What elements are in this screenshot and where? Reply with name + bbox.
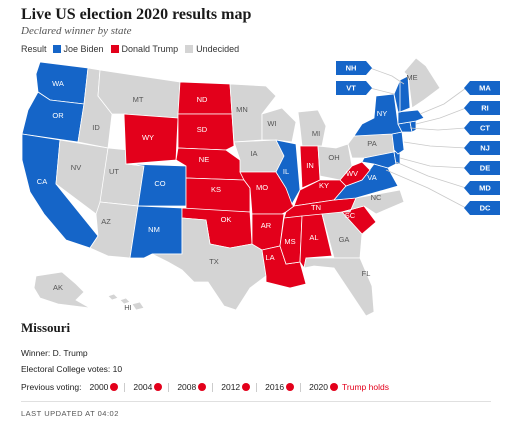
small-state-boxes: NH VT MA RI CT NJ DE MD DC <box>336 61 500 215</box>
ec-value: 10 <box>112 364 123 374</box>
legend-text-undecided: Undecided <box>196 44 240 54</box>
state-fl[interactable] <box>303 257 375 317</box>
state-hi[interactable] <box>107 293 145 311</box>
legend-text-biden: Joe Biden <box>63 44 104 54</box>
box-label-ct: CT <box>480 123 490 132</box>
box-md[interactable]: MD <box>464 181 500 195</box>
year-label: 2000 <box>89 382 109 392</box>
legend-item-undecided: Undecided <box>185 44 239 54</box>
box-label-dc: DC <box>480 203 491 212</box>
state-ms[interactable] <box>279 215 303 265</box>
previous-label: Previous voting: <box>21 382 82 392</box>
last-updated: LAST UPDATED AT 04:02 <box>21 409 119 418</box>
state-mt[interactable] <box>97 69 181 119</box>
box-vt[interactable]: VT <box>336 81 372 95</box>
leader-lines <box>369 67 467 209</box>
previous-year-2020: 2020 <box>309 382 339 392</box>
year-label: 2012 <box>221 382 241 392</box>
box-nh[interactable]: NH <box>336 61 372 75</box>
box-ct[interactable]: CT <box>464 121 500 135</box>
winner-line: Winner: D. Trump <box>21 348 88 358</box>
state-ks[interactable] <box>185 177 251 213</box>
legend-item-trump: Donald Trump <box>110 44 179 54</box>
party-dot <box>154 383 163 391</box>
party-dot <box>110 383 119 391</box>
state-label-hi: HI <box>124 303 132 312</box>
year-label: 2020 <box>309 382 329 392</box>
state-ny[interactable] <box>353 93 403 137</box>
box-label-ri: RI <box>481 103 489 112</box>
box-label-vt: VT <box>346 83 356 92</box>
box-de[interactable]: DE <box>464 161 500 175</box>
ec-votes-line: Electoral College votes: 10 <box>21 364 122 374</box>
state-az[interactable] <box>89 201 139 259</box>
divider <box>21 401 491 402</box>
party-dot <box>286 383 295 391</box>
legend-text-trump: Donald Trump <box>121 44 179 54</box>
state-sd[interactable] <box>177 113 235 151</box>
holds-text: Trump holds <box>342 382 389 392</box>
state-il[interactable] <box>275 139 301 205</box>
state-mi[interactable] <box>297 109 327 147</box>
box-ma[interactable]: MA <box>464 81 500 95</box>
box-ri[interactable]: RI <box>464 101 500 115</box>
state-co[interactable] <box>125 163 187 207</box>
state-wv[interactable] <box>339 161 371 187</box>
state-ia[interactable] <box>233 139 285 173</box>
box-nj[interactable]: NJ <box>464 141 500 155</box>
state-ar[interactable] <box>251 213 285 251</box>
legend: Result Joe Biden Donald Trump Undecided <box>21 44 246 54</box>
year-label: 2016 <box>265 382 285 392</box>
box-label-de: DE <box>480 163 490 172</box>
previous-voting: Previous voting: 2000 2004 2008 2012 201… <box>21 382 389 392</box>
state-ne[interactable] <box>175 147 245 181</box>
winner-value: D. Trump <box>52 348 88 358</box>
winner-label: Winner: <box>21 348 51 358</box>
previous-year-2008: 2008 <box>177 382 207 392</box>
box-dc[interactable]: DC <box>464 201 500 215</box>
year-label: 2008 <box>177 382 197 392</box>
legend-swatch-undecided <box>185 45 194 53</box>
state-nc[interactable] <box>341 189 405 215</box>
previous-year-2012: 2012 <box>221 382 251 392</box>
party-dot <box>242 383 251 391</box>
previous-year-2000: 2000 <box>89 382 119 392</box>
legend-item-biden: Joe Biden <box>52 44 104 54</box>
previous-year-2004: 2004 <box>133 382 163 392</box>
box-label-ma: MA <box>479 83 491 92</box>
state-wy[interactable] <box>123 113 179 165</box>
legend-swatch-biden <box>52 45 61 53</box>
state-ak[interactable] <box>33 271 91 309</box>
state-nm[interactable] <box>129 205 183 259</box>
box-label-nj: NJ <box>480 143 490 152</box>
page-title: Live US election 2020 results map <box>21 6 252 23</box>
party-dot <box>330 383 339 391</box>
box-label-md: MD <box>479 183 491 192</box>
separator <box>212 382 214 392</box>
state-wi[interactable] <box>261 107 297 143</box>
state-nd[interactable] <box>177 81 233 115</box>
state-ma[interactable] <box>397 109 425 125</box>
page-subtitle: Declared winner by state <box>21 25 132 37</box>
year-label: 2004 <box>133 382 153 392</box>
separator <box>256 382 258 392</box>
box-label-nh: NH <box>346 63 357 72</box>
separator <box>168 382 170 392</box>
state-me[interactable] <box>403 57 441 109</box>
separator <box>124 382 126 392</box>
state-nh[interactable] <box>399 75 411 113</box>
state-tx[interactable] <box>151 217 267 311</box>
ec-label: Electoral College votes: <box>21 364 111 374</box>
party-dot <box>198 383 207 391</box>
selected-state-name: Missouri <box>21 320 71 335</box>
previous-year-2016: 2016 <box>265 382 295 392</box>
legend-label: Result <box>21 44 47 54</box>
legend-swatch-trump <box>110 45 119 53</box>
separator <box>300 382 302 392</box>
